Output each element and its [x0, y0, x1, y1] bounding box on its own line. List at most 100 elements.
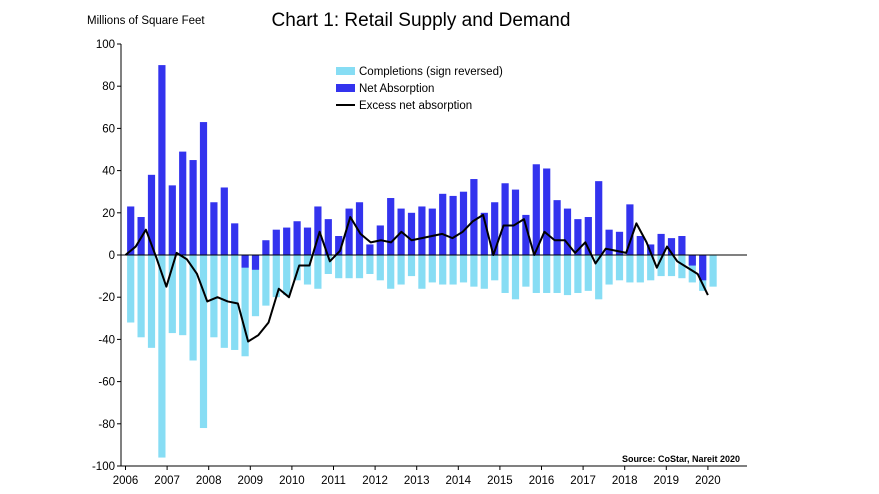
completions-bar	[522, 255, 530, 287]
completions-bar	[179, 255, 187, 336]
y-tick-label: 40	[102, 166, 115, 178]
absorption-bars	[127, 65, 707, 281]
absorption-bar	[231, 223, 239, 255]
y-tick-labels: 100 80 60 40 20 0 -20 -40 -60 -80 -100	[92, 39, 115, 473]
absorption-bar	[220, 187, 228, 255]
completions-bar	[491, 255, 499, 281]
legend-label-excess: Excess net absorption	[359, 100, 472, 112]
y-tick-label: -100	[92, 461, 115, 473]
completions-bar	[439, 255, 447, 285]
absorption-bar	[147, 174, 156, 255]
absorption-bar	[241, 255, 249, 268]
completions-bar	[511, 255, 520, 300]
x-tick-label: 2018	[612, 475, 638, 487]
completions-bar	[543, 255, 551, 293]
completions-bar	[532, 255, 540, 293]
absorption-bar	[345, 208, 353, 255]
completions-bar	[376, 255, 384, 281]
completions-bar	[636, 255, 644, 283]
absorption-bar	[324, 219, 332, 255]
absorption-bar	[563, 208, 572, 255]
absorption-bar	[199, 122, 208, 255]
x-tick-label: 2007	[154, 475, 180, 487]
x-tick-label: 2014	[446, 475, 472, 487]
completions-bar	[345, 255, 353, 279]
source-note: Source: CoStar, Nareit 2020	[622, 454, 740, 464]
absorption-bar	[355, 202, 364, 255]
completions-bar	[678, 255, 686, 279]
absorption-bar	[667, 238, 676, 255]
legend-swatch-completions	[336, 67, 355, 75]
x-tick-labels: 2006 2007 2008 2009 2010 2011 2012 2013 2014 2015…	[113, 475, 721, 487]
absorption-bar	[189, 160, 197, 255]
completions-bar	[501, 255, 509, 293]
completions-bar	[366, 255, 374, 274]
absorption-bar	[636, 236, 644, 255]
y-tick-label: -80	[98, 419, 115, 431]
absorption-bar	[293, 221, 301, 255]
completions-bar	[189, 255, 197, 361]
absorption-bar	[501, 183, 509, 255]
absorption-bar	[314, 206, 322, 255]
x-tick-label: 2015	[487, 475, 513, 487]
completions-bar	[459, 255, 468, 283]
absorption-bar	[262, 240, 270, 255]
absorption-bar	[522, 214, 530, 255]
absorption-bar	[407, 212, 416, 255]
absorption-bar	[439, 193, 447, 255]
completions-bar	[563, 255, 572, 296]
x-tick-label: 2013	[404, 475, 430, 487]
absorption-bar	[459, 191, 468, 255]
completions-bar	[199, 255, 208, 429]
completions-bar	[407, 255, 416, 277]
completions-bar	[241, 255, 249, 357]
completions-bar	[272, 255, 280, 298]
x-tick-label: 2009	[238, 475, 264, 487]
absorption-bar	[584, 217, 592, 255]
completions-bar	[335, 255, 343, 279]
completions-bar	[137, 255, 145, 338]
absorption-bar	[272, 229, 280, 255]
completions-bar	[626, 255, 634, 283]
completions-bar	[220, 255, 228, 348]
x-tick-label: 2016	[529, 475, 555, 487]
completions-bar	[324, 255, 332, 274]
absorption-bar	[595, 181, 603, 255]
legend-label-absorption: Net Absorption	[359, 83, 434, 95]
absorption-bar	[626, 204, 634, 255]
y-tick-label: 80	[102, 81, 115, 93]
completions-bars	[127, 255, 717, 458]
absorption-bar	[418, 206, 426, 255]
absorption-bar	[251, 255, 260, 270]
completions-bar	[262, 255, 270, 306]
completions-bar	[387, 255, 395, 289]
absorption-bar	[335, 236, 343, 255]
absorption-bar	[210, 202, 218, 255]
completions-bar	[293, 255, 301, 281]
completions-bar	[428, 255, 436, 283]
absorption-bar	[283, 227, 291, 255]
completions-bar	[605, 255, 613, 285]
x-tick-label: 2006	[113, 475, 139, 487]
absorption-bar	[543, 168, 551, 255]
x-tick-label: 2011	[321, 475, 346, 487]
y-tick-label: 0	[109, 250, 115, 262]
absorption-bar	[449, 195, 457, 255]
legend-swatch-absorption	[336, 84, 355, 92]
absorption-bar	[387, 198, 395, 255]
y-tick-label: 20	[102, 208, 115, 220]
completions-bar	[647, 255, 655, 281]
absorption-bar	[470, 179, 478, 255]
completions-bar	[480, 255, 488, 289]
completions-bar	[574, 255, 582, 293]
excess-net-absorption-line	[124, 213, 709, 343]
y-tick-label: 60	[102, 123, 115, 135]
y-axis-label: Millions of Square Feet	[87, 15, 205, 27]
completions-bar	[418, 255, 426, 289]
chart-title: Chart 1: Retail Supply and Demand	[272, 10, 571, 31]
completions-bar	[657, 255, 665, 277]
absorption-bar	[168, 185, 176, 255]
completions-bar	[168, 255, 176, 334]
absorption-bar	[428, 208, 436, 255]
absorption-bar	[491, 202, 499, 255]
